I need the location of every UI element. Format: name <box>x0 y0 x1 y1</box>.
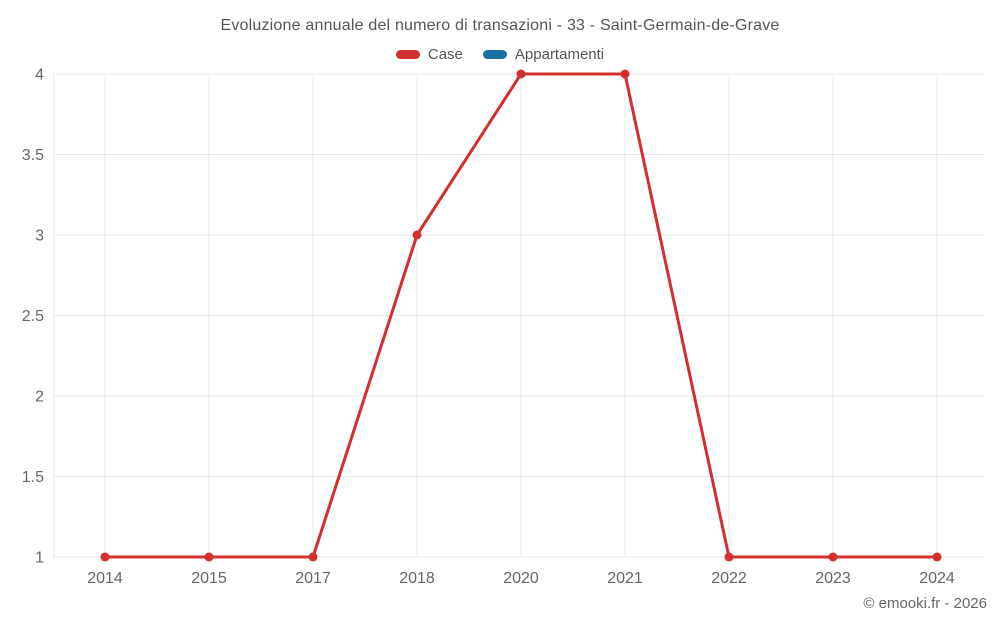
data-point-case-2024[interactable] <box>932 552 942 562</box>
y-tick-label: 4 <box>35 67 44 84</box>
x-tick-label-2018: 2018 <box>399 570 435 587</box>
legend-label-case: Case <box>427 46 463 63</box>
y-tick-label: 3.5 <box>22 147 44 164</box>
data-point-case-2018[interactable] <box>412 230 422 240</box>
data-point-case-2015[interactable] <box>204 552 214 562</box>
x-tick-label-2015: 2015 <box>191 570 227 587</box>
legend-swatch-appartamenti <box>482 50 507 59</box>
data-point-case-2021[interactable] <box>620 69 630 79</box>
x-tick-label-2022: 2022 <box>711 570 747 587</box>
x-tick-label-2017: 2017 <box>295 570 331 587</box>
data-point-case-2014[interactable] <box>100 552 110 562</box>
legend-label-appartamenti: Appartamenti <box>514 46 605 63</box>
x-tick-label-2020: 2020 <box>503 570 539 587</box>
y-tick-label: 2.5 <box>22 308 44 325</box>
y-tick-label: 1.5 <box>22 469 44 486</box>
y-tick-label: 3 <box>35 228 44 245</box>
x-tick-label-2021: 2021 <box>607 570 643 587</box>
data-point-case-2023[interactable] <box>828 552 838 562</box>
watermark: © emooki.fr - 2026 <box>863 595 987 612</box>
chart-title: Evoluzione annuale del numero di transaz… <box>220 17 780 34</box>
legend-item-case[interactable]: Case <box>395 46 463 63</box>
data-point-case-2017[interactable] <box>308 552 318 562</box>
chart-legend: Case Appartamenti <box>0 46 1000 63</box>
y-tick-label: 2 <box>35 389 44 406</box>
data-point-case-2020[interactable] <box>516 69 526 79</box>
legend-swatch-case <box>395 50 420 59</box>
x-tick-label-2024: 2024 <box>919 570 955 587</box>
legend-item-appartamenti[interactable]: Appartamenti <box>482 46 605 63</box>
x-tick-label-2023: 2023 <box>815 570 851 587</box>
data-point-case-2022[interactable] <box>724 552 734 562</box>
y-tick-label: 1 <box>35 550 44 567</box>
x-tick-label-2014: 2014 <box>87 570 123 587</box>
